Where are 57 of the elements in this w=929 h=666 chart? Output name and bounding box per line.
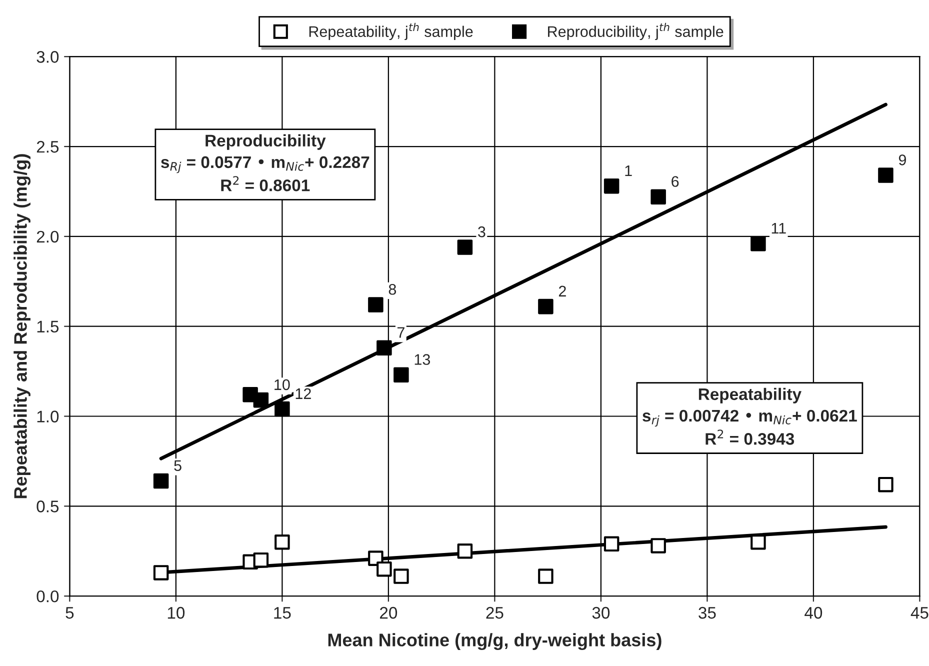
annotation: 10 <box>274 379 290 390</box>
point <box>604 178 620 194</box>
point <box>457 543 473 559</box>
y-tick-label: 0.5 <box>36 500 59 512</box>
x-tick-label: 45 <box>910 607 928 619</box>
annotation: 11 <box>772 223 786 234</box>
y-tick-label: 3.0 <box>36 51 59 63</box>
point <box>650 538 666 554</box>
annotation: 1 <box>625 165 632 176</box>
point <box>253 392 269 408</box>
text: Repeatability s$_{rj}$ = 0.00742 • m$_{Nic}$+ 0.0621 R$^{2}$ = 0.3943 <box>642 388 857 445</box>
point <box>538 298 554 314</box>
point <box>878 168 894 183</box>
annotation: 12 <box>296 388 311 399</box>
point <box>274 401 290 417</box>
y-tick-label: 2.5 <box>36 140 59 153</box>
point <box>253 552 269 568</box>
x-axis-title: Mean Nicotine (mg/g, dry-weight basis) <box>328 633 662 650</box>
point <box>394 568 409 584</box>
legend-label: Reproducibility, j$^{th}$ sample <box>548 22 724 40</box>
x-tick-label: 5 <box>66 607 74 619</box>
point <box>376 340 392 356</box>
text: Reproducibility s$_{Rj}$ = 0.0577 • m$_{Nic}$+ 0.2287 R$^{2}$ = 0.8601 <box>161 134 370 192</box>
x-tick-label: 20 <box>380 606 398 619</box>
x-tick-label: 15 <box>274 607 291 619</box>
point <box>376 561 392 577</box>
x-tick-label: 40 <box>804 606 822 619</box>
point <box>750 534 766 550</box>
annotation: 5 <box>174 460 182 472</box>
annotation: 8 <box>388 284 396 295</box>
x-tick-label: 35 <box>698 606 716 619</box>
x-tick-label: 10 <box>168 606 185 619</box>
point <box>750 236 766 252</box>
point <box>604 536 620 552</box>
y-tick-label: 1.0 <box>37 410 59 422</box>
y-tick-label: 0.0 <box>36 590 59 602</box>
point <box>153 565 169 580</box>
y-tick-label: 2.0 <box>36 230 59 243</box>
point <box>368 297 384 312</box>
y-axis-title: Repeatability and Reproducibility (mg/g) <box>14 154 31 498</box>
point <box>274 534 290 550</box>
point <box>878 476 894 492</box>
point <box>153 473 169 489</box>
x-tick-label: 30 <box>592 606 610 619</box>
annotation: 13 <box>414 354 430 365</box>
annotation: 7 <box>397 327 404 338</box>
point <box>457 240 473 255</box>
point <box>538 568 554 584</box>
point <box>394 367 409 383</box>
y-tick-label: 1.5 <box>37 320 59 333</box>
x-tick-label: 25 <box>486 606 504 619</box>
annotation: 2 <box>558 286 566 296</box>
annotation: 6 <box>672 176 679 187</box>
annotation: 3 <box>478 226 486 238</box>
point <box>650 189 666 205</box>
annotation: 9 <box>898 154 906 166</box>
legend-label: Repeatability, j$^{th}$ sample <box>309 22 473 40</box>
